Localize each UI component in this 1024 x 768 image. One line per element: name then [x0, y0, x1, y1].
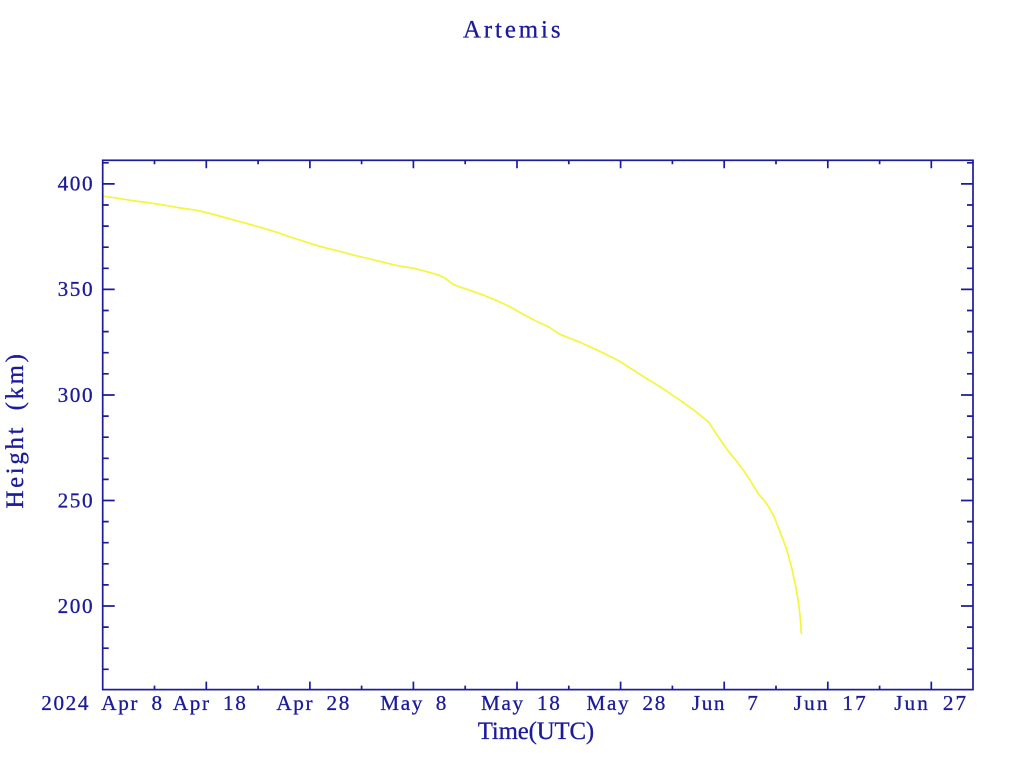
svg-text:May: May [380, 691, 424, 715]
svg-text:200: 200 [58, 594, 95, 618]
svg-text:May 18: May 18 [481, 691, 561, 715]
svg-text:Time(UTC): Time(UTC) [478, 718, 594, 745]
svg-text:Apr 28: Apr 28 [276, 691, 351, 715]
svg-text:8: 8 [436, 691, 448, 715]
svg-text:350: 350 [58, 277, 95, 301]
svg-text:300: 300 [58, 383, 95, 407]
svg-text:Height (km): Height (km) [2, 351, 29, 508]
svg-text:7: 7 [747, 691, 759, 715]
svg-text:2024 Apr 8: 2024 Apr 8 [41, 691, 163, 715]
svg-text:Jun 27: Jun 27 [894, 691, 968, 715]
svg-text:May 28: May 28 [587, 691, 667, 715]
svg-text:400: 400 [58, 172, 95, 196]
svg-text:Apr 18: Apr 18 [173, 691, 248, 715]
svg-text:Artemis: Artemis [463, 17, 563, 44]
svg-text:Jun 17: Jun 17 [794, 691, 868, 715]
svg-text:Jun: Jun [692, 691, 726, 715]
svg-text:250: 250 [58, 488, 95, 512]
